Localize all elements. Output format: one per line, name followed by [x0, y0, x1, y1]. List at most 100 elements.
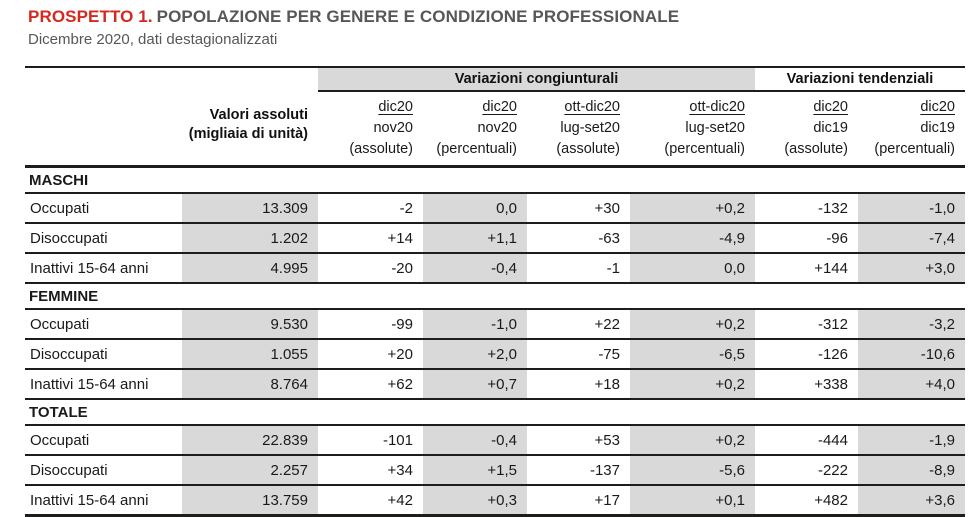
value-cell: +20: [318, 339, 423, 370]
column-header-denominator: dic19: [813, 120, 848, 136]
value-cell: -312: [755, 309, 858, 340]
row-label: Inattivi 15-64 anni: [25, 369, 182, 400]
table-row: Disoccupati 1.202 +14 +1,1 -63 -4,9 -96 -7,4: [25, 223, 965, 254]
value-cell: -132: [755, 193, 858, 224]
section-row-maschi: MASCHI: [25, 166, 965, 194]
column-header-unit: (percentuali): [436, 141, 517, 157]
row-label: Occupati: [25, 425, 182, 456]
value-cell: 8.764: [182, 369, 318, 400]
value-cell: +34: [318, 455, 423, 486]
value-cell: +0,2: [630, 369, 755, 400]
value-cell: +30: [527, 193, 630, 224]
table-row: Occupati 22.839 -101 -0,4 +53 +0,2 -444 -1,9: [25, 425, 965, 456]
value-cell: 2.257: [182, 455, 318, 486]
row-label: Inattivi 15-64 anni: [25, 253, 182, 284]
column-header-1: dic20 nov20 (assolute): [318, 91, 423, 168]
value-cell: +62: [318, 369, 423, 400]
value-cell: -63: [527, 223, 630, 254]
value-cell: -0,4: [423, 253, 527, 284]
column-header-row: Valori assoluti (migliaia di unità) dic2…: [25, 91, 965, 168]
value-cell: -101: [318, 425, 423, 456]
valori-assoluti-line1: Valori assoluti: [209, 107, 308, 123]
value-cell: -20: [318, 253, 423, 284]
column-header-unit: (percentuali): [664, 141, 745, 157]
table-row: Occupati 9.530 -99 -1,0 +22 +0,2 -312 -3,2: [25, 309, 965, 340]
value-cell: -1,0: [423, 309, 527, 340]
value-cell: -1: [527, 253, 630, 284]
column-header-numerator: dic20: [920, 99, 955, 115]
value-cell: -3,2: [858, 309, 965, 340]
group-header-congiunturali: Variazioni congiunturali: [318, 67, 755, 92]
group-header-row: Variazioni congiunturali Variazioni tend…: [25, 67, 965, 92]
table-row: Inattivi 15-64 anni 4.995 -20 -0,4 -1 0,0 +144…: [25, 253, 965, 284]
column-header-unit: (assolute): [349, 141, 413, 157]
value-cell: -10,6: [858, 339, 965, 370]
column-header-unit: (assolute): [784, 141, 848, 157]
column-header-valori-assoluti: Valori assoluti (migliaia di unità): [25, 91, 318, 168]
row-label: Disoccupati: [25, 339, 182, 370]
column-header-numerator: ott-dic20: [564, 99, 620, 115]
value-cell: +14: [318, 223, 423, 254]
value-cell: -99: [318, 309, 423, 340]
section-label: FEMMINE: [25, 283, 965, 310]
value-cell: 0,0: [630, 253, 755, 284]
value-cell: +53: [527, 425, 630, 456]
value-cell: -6,5: [630, 339, 755, 370]
section-label: TOTALE: [25, 399, 965, 426]
column-header-denominator: nov20: [373, 120, 413, 136]
value-cell: +2,0: [423, 339, 527, 370]
table-row: Disoccupati 1.055 +20 +2,0 -75 -6,5 -126 -10,6: [25, 339, 965, 370]
value-cell: +3,0: [858, 253, 965, 284]
table-row: Inattivi 15-64 anni 8.764 +62 +0,7 +18 +0,2 +3…: [25, 369, 965, 400]
value-cell: +0,2: [630, 425, 755, 456]
row-label: Occupati: [25, 309, 182, 340]
value-cell: -222: [755, 455, 858, 486]
column-header-unit: (percentuali): [874, 141, 955, 157]
table-body: MASCHI Occupati 13.309 -2 0,0 +30 +0,2 -132 -1,0…: [25, 166, 965, 517]
value-cell: +1,1: [423, 223, 527, 254]
column-header-denominator: lug-set20: [685, 120, 745, 136]
value-cell: -7,4: [858, 223, 965, 254]
table-header: Variazioni congiunturali Variazioni tend…: [25, 67, 965, 168]
value-cell: -0,4: [423, 425, 527, 456]
page: PROSPETTO 1. POPOLAZIONE PER GENERE E CON…: [25, 7, 965, 517]
group-header-tendenziali: Variazioni tendenziali: [755, 67, 965, 92]
column-header-numerator: dic20: [378, 99, 413, 115]
column-header-denominator: lug-set20: [560, 120, 620, 136]
value-cell: -96: [755, 223, 858, 254]
section-row-femmine: FEMMINE: [25, 283, 965, 310]
section-label: MASCHI: [25, 166, 965, 194]
value-cell: -1,9: [858, 425, 965, 456]
value-cell: -126: [755, 339, 858, 370]
value-cell: +1,5: [423, 455, 527, 486]
value-cell: -8,9: [858, 455, 965, 486]
value-cell: 4.995: [182, 253, 318, 284]
value-cell: +0,2: [630, 309, 755, 340]
column-header-numerator: dic20: [482, 99, 517, 115]
column-header-numerator: ott-dic20: [689, 99, 745, 115]
value-cell: -137: [527, 455, 630, 486]
column-header-6: dic20 dic19 (percentuali): [858, 91, 965, 168]
value-cell: -4,9: [630, 223, 755, 254]
value-cell: +338: [755, 369, 858, 400]
value-cell: 13.309: [182, 193, 318, 224]
value-cell: -5,6: [630, 455, 755, 486]
column-header-denominator: nov20: [477, 120, 517, 136]
column-header-denominator: dic19: [920, 120, 955, 136]
column-header-unit: (assolute): [556, 141, 620, 157]
value-cell: +22: [527, 309, 630, 340]
value-cell: 0,0: [423, 193, 527, 224]
row-label: Occupati: [25, 193, 182, 224]
column-header-3: ott-dic20 lug-set20 (assolute): [527, 91, 630, 168]
table-row: Occupati 13.309 -2 0,0 +30 +0,2 -132 -1,0: [25, 193, 965, 224]
valori-assoluti-line2: (migliaia di unità): [188, 126, 308, 142]
column-header-4: ott-dic20 lug-set20 (percentuali): [630, 91, 755, 168]
value-cell: -2: [318, 193, 423, 224]
value-cell: +144: [755, 253, 858, 284]
value-cell: -75: [527, 339, 630, 370]
document-subtitle: Dicembre 2020, dati destagionalizzati: [28, 31, 278, 48]
title-accent: PROSPETTO 1.: [28, 7, 153, 26]
value-cell: 22.839: [182, 425, 318, 456]
value-cell: +18: [527, 369, 630, 400]
value-cell: +0,7: [423, 369, 527, 400]
